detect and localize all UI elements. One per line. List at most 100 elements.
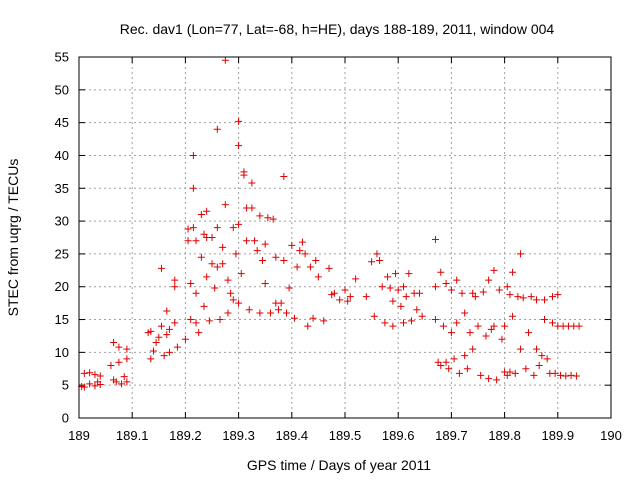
data-point [431, 316, 439, 324]
data-point [123, 345, 131, 353]
data-point [439, 322, 447, 330]
data-point [490, 266, 498, 274]
data-point [389, 297, 397, 305]
data-point [543, 355, 551, 363]
data-point [509, 268, 517, 276]
x-tick-label: 190 [600, 428, 622, 443]
data-point [309, 314, 317, 322]
data-point [277, 299, 285, 307]
data-point [485, 375, 493, 383]
data-point [171, 276, 179, 284]
x-tick-label: 189.1 [116, 428, 149, 443]
x-tick-label: 189.5 [329, 428, 362, 443]
chart-title: Rec. dav1 (Lon=77, Lat=-68, h=HE), days … [120, 21, 555, 37]
x-axis-label: GPS time / Days of year 2011 [247, 457, 431, 473]
data-point [253, 247, 261, 255]
data-point [445, 365, 453, 373]
data-point [415, 289, 423, 297]
data-point [362, 293, 370, 301]
data-point [282, 309, 290, 317]
data-point [173, 343, 181, 351]
data-point [165, 348, 173, 356]
data-point [221, 56, 229, 64]
data-point [171, 283, 179, 291]
data-point [306, 263, 314, 271]
data-point [525, 329, 533, 337]
data-point [453, 319, 461, 327]
data-point [378, 283, 386, 291]
y-tick-label: 55 [55, 50, 69, 65]
data-point [341, 286, 349, 294]
y-tick-label: 5 [62, 378, 69, 393]
data-point [373, 250, 381, 258]
data-point [562, 372, 570, 380]
data-point [535, 361, 543, 369]
data-point [160, 352, 168, 360]
data-point [394, 286, 402, 294]
data-point [482, 332, 490, 340]
data-point [495, 286, 503, 294]
data-point [147, 327, 155, 335]
x-tick-label: 189.4 [276, 428, 309, 443]
data-point [229, 296, 237, 304]
data-point [301, 250, 309, 258]
data-point [157, 264, 165, 272]
data-point [224, 276, 232, 284]
data-point [392, 270, 400, 278]
data-point [572, 372, 580, 380]
data-point [195, 329, 203, 337]
data-point [485, 276, 493, 284]
data-point [224, 309, 232, 317]
data-point [530, 371, 538, 379]
data-point [376, 256, 384, 264]
data-point [155, 333, 163, 341]
data-point [455, 369, 463, 377]
data-point [235, 220, 243, 228]
data-point [115, 358, 123, 366]
data-point [237, 270, 245, 278]
data-point [187, 316, 195, 324]
data-point [227, 289, 235, 297]
data-point [548, 319, 556, 327]
data-point [232, 250, 240, 258]
data-point [256, 309, 264, 317]
y-tick-label: 30 [55, 214, 69, 229]
data-point [402, 293, 410, 301]
data-point [346, 293, 354, 301]
data-point [431, 283, 439, 291]
data-point [517, 345, 525, 353]
data-point [389, 322, 397, 330]
data-point [325, 264, 333, 272]
data-point [384, 273, 392, 281]
x-tick-label: 189.2 [169, 428, 202, 443]
y-axis-label: STEC from uqrg / TECUs [5, 159, 21, 317]
y-tick-label: 35 [55, 181, 69, 196]
data-point [147, 355, 155, 363]
data-point [285, 284, 293, 292]
data-point [408, 317, 415, 325]
data-point [479, 288, 487, 296]
data-point [192, 319, 200, 327]
data-point [352, 275, 360, 283]
data-point [118, 380, 126, 388]
data-point [261, 279, 269, 287]
data-point [181, 335, 189, 343]
data-point [91, 382, 99, 390]
data-point [189, 151, 197, 159]
y-tick-labels: 0 5 10 15 20 25 30 35 40 45 50 55 [55, 50, 69, 426]
data-point [189, 184, 197, 192]
data-point [165, 325, 173, 333]
data-point [235, 299, 243, 307]
data-point [203, 273, 211, 281]
y-tick-label: 50 [55, 82, 69, 97]
data-point [527, 293, 535, 301]
data-point [203, 207, 211, 215]
data-point [541, 296, 548, 304]
data-point [96, 372, 104, 380]
y-tick-label: 25 [55, 246, 69, 261]
data-point [519, 294, 527, 302]
data-point [514, 293, 522, 301]
x-tick-label: 189.9 [542, 428, 575, 443]
data-point [400, 283, 408, 291]
data-point [501, 322, 509, 330]
